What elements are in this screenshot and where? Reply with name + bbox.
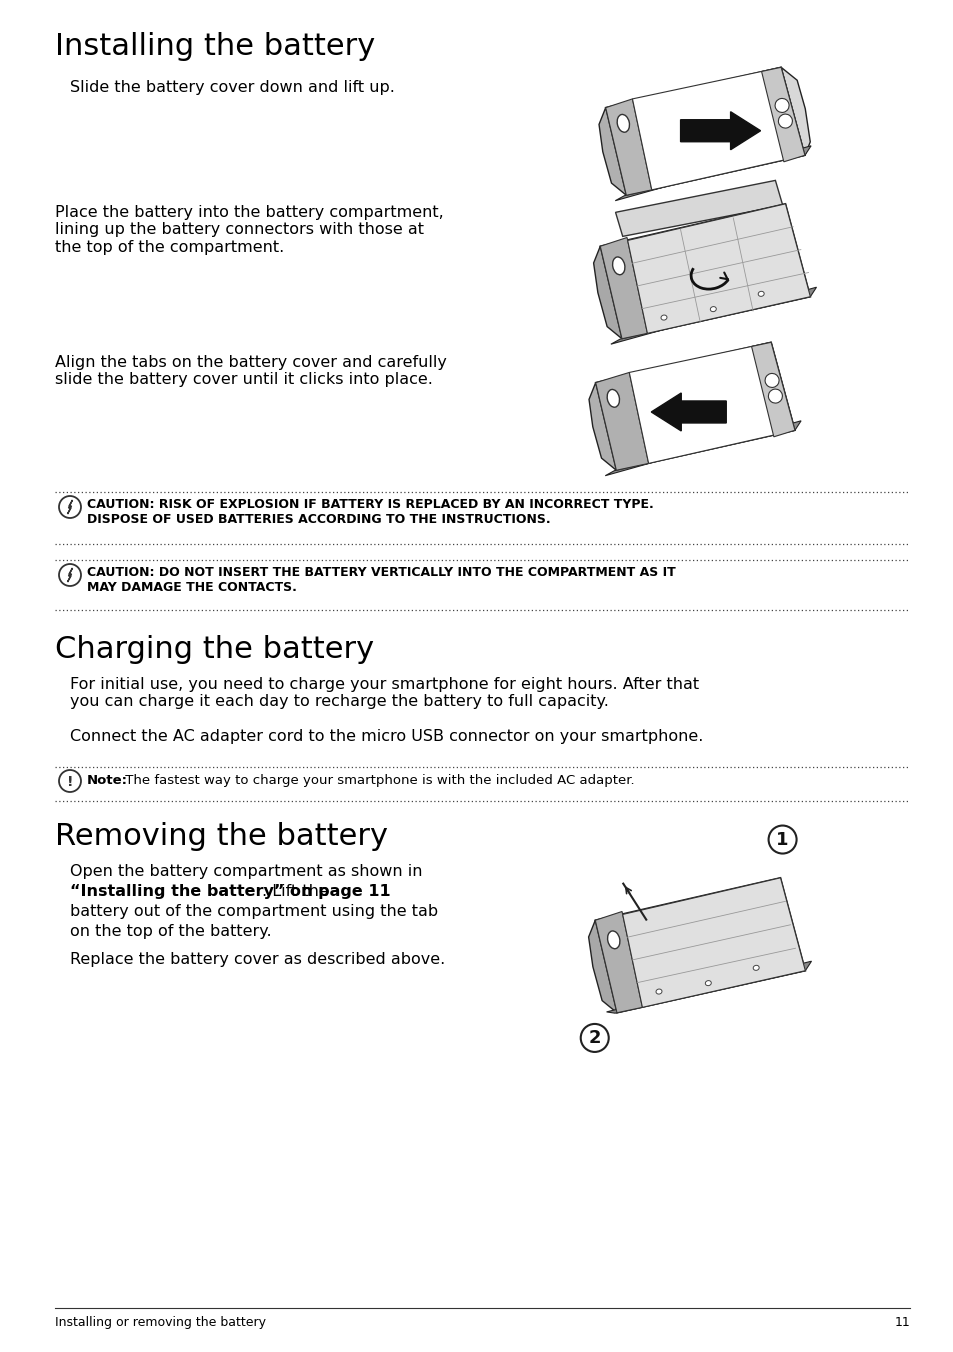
Text: Place the battery into the battery compartment,
lining up the battery connectors: Place the battery into the battery compa… [55,206,443,254]
Polygon shape [610,287,816,345]
Text: CAUTION: DO NOT INSERT THE BATTERY VERTICALLY INTO THE COMPARTMENT AS IT
MAY DAM: CAUTION: DO NOT INSERT THE BATTERY VERTI… [87,566,675,594]
Polygon shape [632,68,804,189]
Ellipse shape [607,932,619,949]
Polygon shape [605,68,804,195]
Polygon shape [595,372,648,470]
Text: on the top of the battery.: on the top of the battery. [70,923,272,940]
Polygon shape [622,877,804,1007]
Text: Slide the battery cover down and lift up.: Slide the battery cover down and lift up… [70,80,395,95]
Text: “Installing the battery” on page 11: “Installing the battery” on page 11 [70,884,390,899]
Text: Charging the battery: Charging the battery [55,635,374,664]
Polygon shape [588,921,617,1013]
Text: Connect the AC adapter cord to the micro USB connector on your smartphone.: Connect the AC adapter cord to the micro… [70,729,702,744]
Text: 2: 2 [588,1029,600,1046]
Text: Replace the battery cover as described above.: Replace the battery cover as described a… [70,952,445,967]
Text: CAUTION: RISK OF EXPLOSION IF BATTERY IS REPLACED BY AN INCORRECT TYPE.
DISPOSE : CAUTION: RISK OF EXPLOSION IF BATTERY IS… [87,498,653,526]
Ellipse shape [764,373,779,388]
Text: Installing or removing the battery: Installing or removing the battery [55,1315,266,1329]
Ellipse shape [767,389,781,403]
Text: battery out of the compartment using the tab: battery out of the compartment using the… [70,904,437,919]
Polygon shape [68,500,72,514]
Text: 1: 1 [776,830,788,849]
Polygon shape [781,68,809,155]
Polygon shape [68,568,72,581]
Polygon shape [605,99,651,195]
Ellipse shape [660,315,666,320]
Ellipse shape [778,114,792,128]
FancyArrow shape [679,112,760,150]
Polygon shape [595,911,641,1013]
Polygon shape [760,68,804,162]
Polygon shape [598,108,626,195]
Polygon shape [595,342,794,470]
Ellipse shape [617,115,629,132]
Ellipse shape [606,389,618,407]
Polygon shape [593,246,621,339]
Polygon shape [599,204,809,339]
FancyArrow shape [651,393,725,431]
Ellipse shape [656,990,661,994]
Ellipse shape [774,99,788,112]
Polygon shape [599,238,647,339]
Text: Align the tabs on the battery cover and carefully
slide the battery cover until : Align the tabs on the battery cover and … [55,356,446,388]
Polygon shape [615,180,782,237]
Text: For initial use, you need to charge your smartphone for eight hours. After that
: For initial use, you need to charge your… [70,677,699,710]
Text: 11: 11 [893,1315,909,1329]
Ellipse shape [704,980,711,986]
Text: . Lift the: . Lift the [262,884,329,899]
Ellipse shape [758,291,763,296]
Text: Installing the battery: Installing the battery [55,32,375,61]
Polygon shape [595,877,804,1013]
Polygon shape [588,383,616,470]
Polygon shape [751,342,794,437]
Polygon shape [615,146,810,200]
Polygon shape [627,204,809,334]
Circle shape [768,826,796,853]
Polygon shape [606,961,811,1013]
Polygon shape [629,342,794,464]
Text: !: ! [67,775,73,790]
Circle shape [580,1023,608,1052]
Text: Removing the battery: Removing the battery [55,822,388,850]
Text: The fastest way to charge your smartphone is with the included AC adapter.: The fastest way to charge your smartphon… [121,773,634,787]
Ellipse shape [612,257,624,274]
Polygon shape [604,420,801,476]
Text: Note:: Note: [87,773,128,787]
Ellipse shape [753,965,759,971]
Ellipse shape [710,307,716,312]
Text: Open the battery compartment as shown in: Open the battery compartment as shown in [70,864,422,879]
